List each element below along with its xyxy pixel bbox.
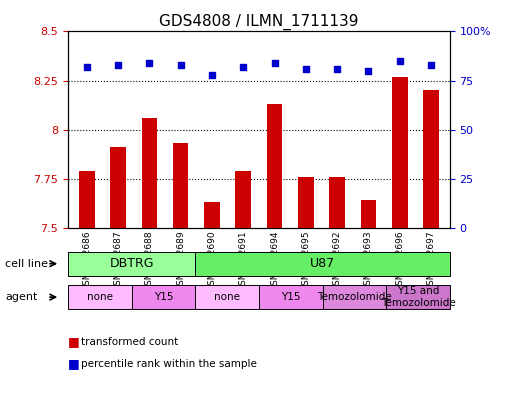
Text: Temozolomide: Temozolomide [317,292,392,302]
Point [83,64,91,70]
Text: U87: U87 [310,257,335,270]
Bar [360,200,376,228]
Point [239,64,247,70]
Bar [235,171,251,228]
Text: Y15: Y15 [281,292,300,302]
FancyBboxPatch shape [259,285,323,309]
Point [176,62,185,68]
Title: GDS4808 / ILMN_1711139: GDS4808 / ILMN_1711139 [159,14,359,30]
FancyBboxPatch shape [323,285,386,309]
Point [427,62,435,68]
Text: percentile rank within the sample: percentile rank within the sample [81,358,257,369]
Bar [392,77,407,228]
Text: none: none [87,292,113,302]
Bar [298,177,314,228]
FancyBboxPatch shape [132,285,195,309]
Text: agent: agent [5,292,38,302]
Point [333,66,342,72]
Text: DBTRG: DBTRG [109,257,154,270]
Bar [79,171,95,228]
Point [145,60,154,66]
Bar [204,202,220,228]
Point [395,58,404,64]
Text: none: none [214,292,240,302]
Bar [423,90,439,228]
FancyBboxPatch shape [68,285,132,309]
Text: ■: ■ [68,335,79,349]
Text: cell line: cell line [5,259,48,269]
FancyBboxPatch shape [386,285,450,309]
Text: Y15 and
Temozolomide: Y15 and Temozolomide [381,286,456,308]
Bar [142,118,157,228]
Bar [110,147,126,228]
FancyBboxPatch shape [195,252,450,276]
Point [208,72,216,78]
Point [302,66,310,72]
Bar [173,143,188,228]
Bar [329,177,345,228]
Text: transformed count: transformed count [81,337,178,347]
Bar [267,104,282,228]
Text: Y15: Y15 [154,292,173,302]
Text: ■: ■ [68,357,79,370]
Point [364,68,372,74]
FancyBboxPatch shape [68,252,195,276]
Point [114,62,122,68]
FancyBboxPatch shape [195,285,259,309]
Point [270,60,279,66]
